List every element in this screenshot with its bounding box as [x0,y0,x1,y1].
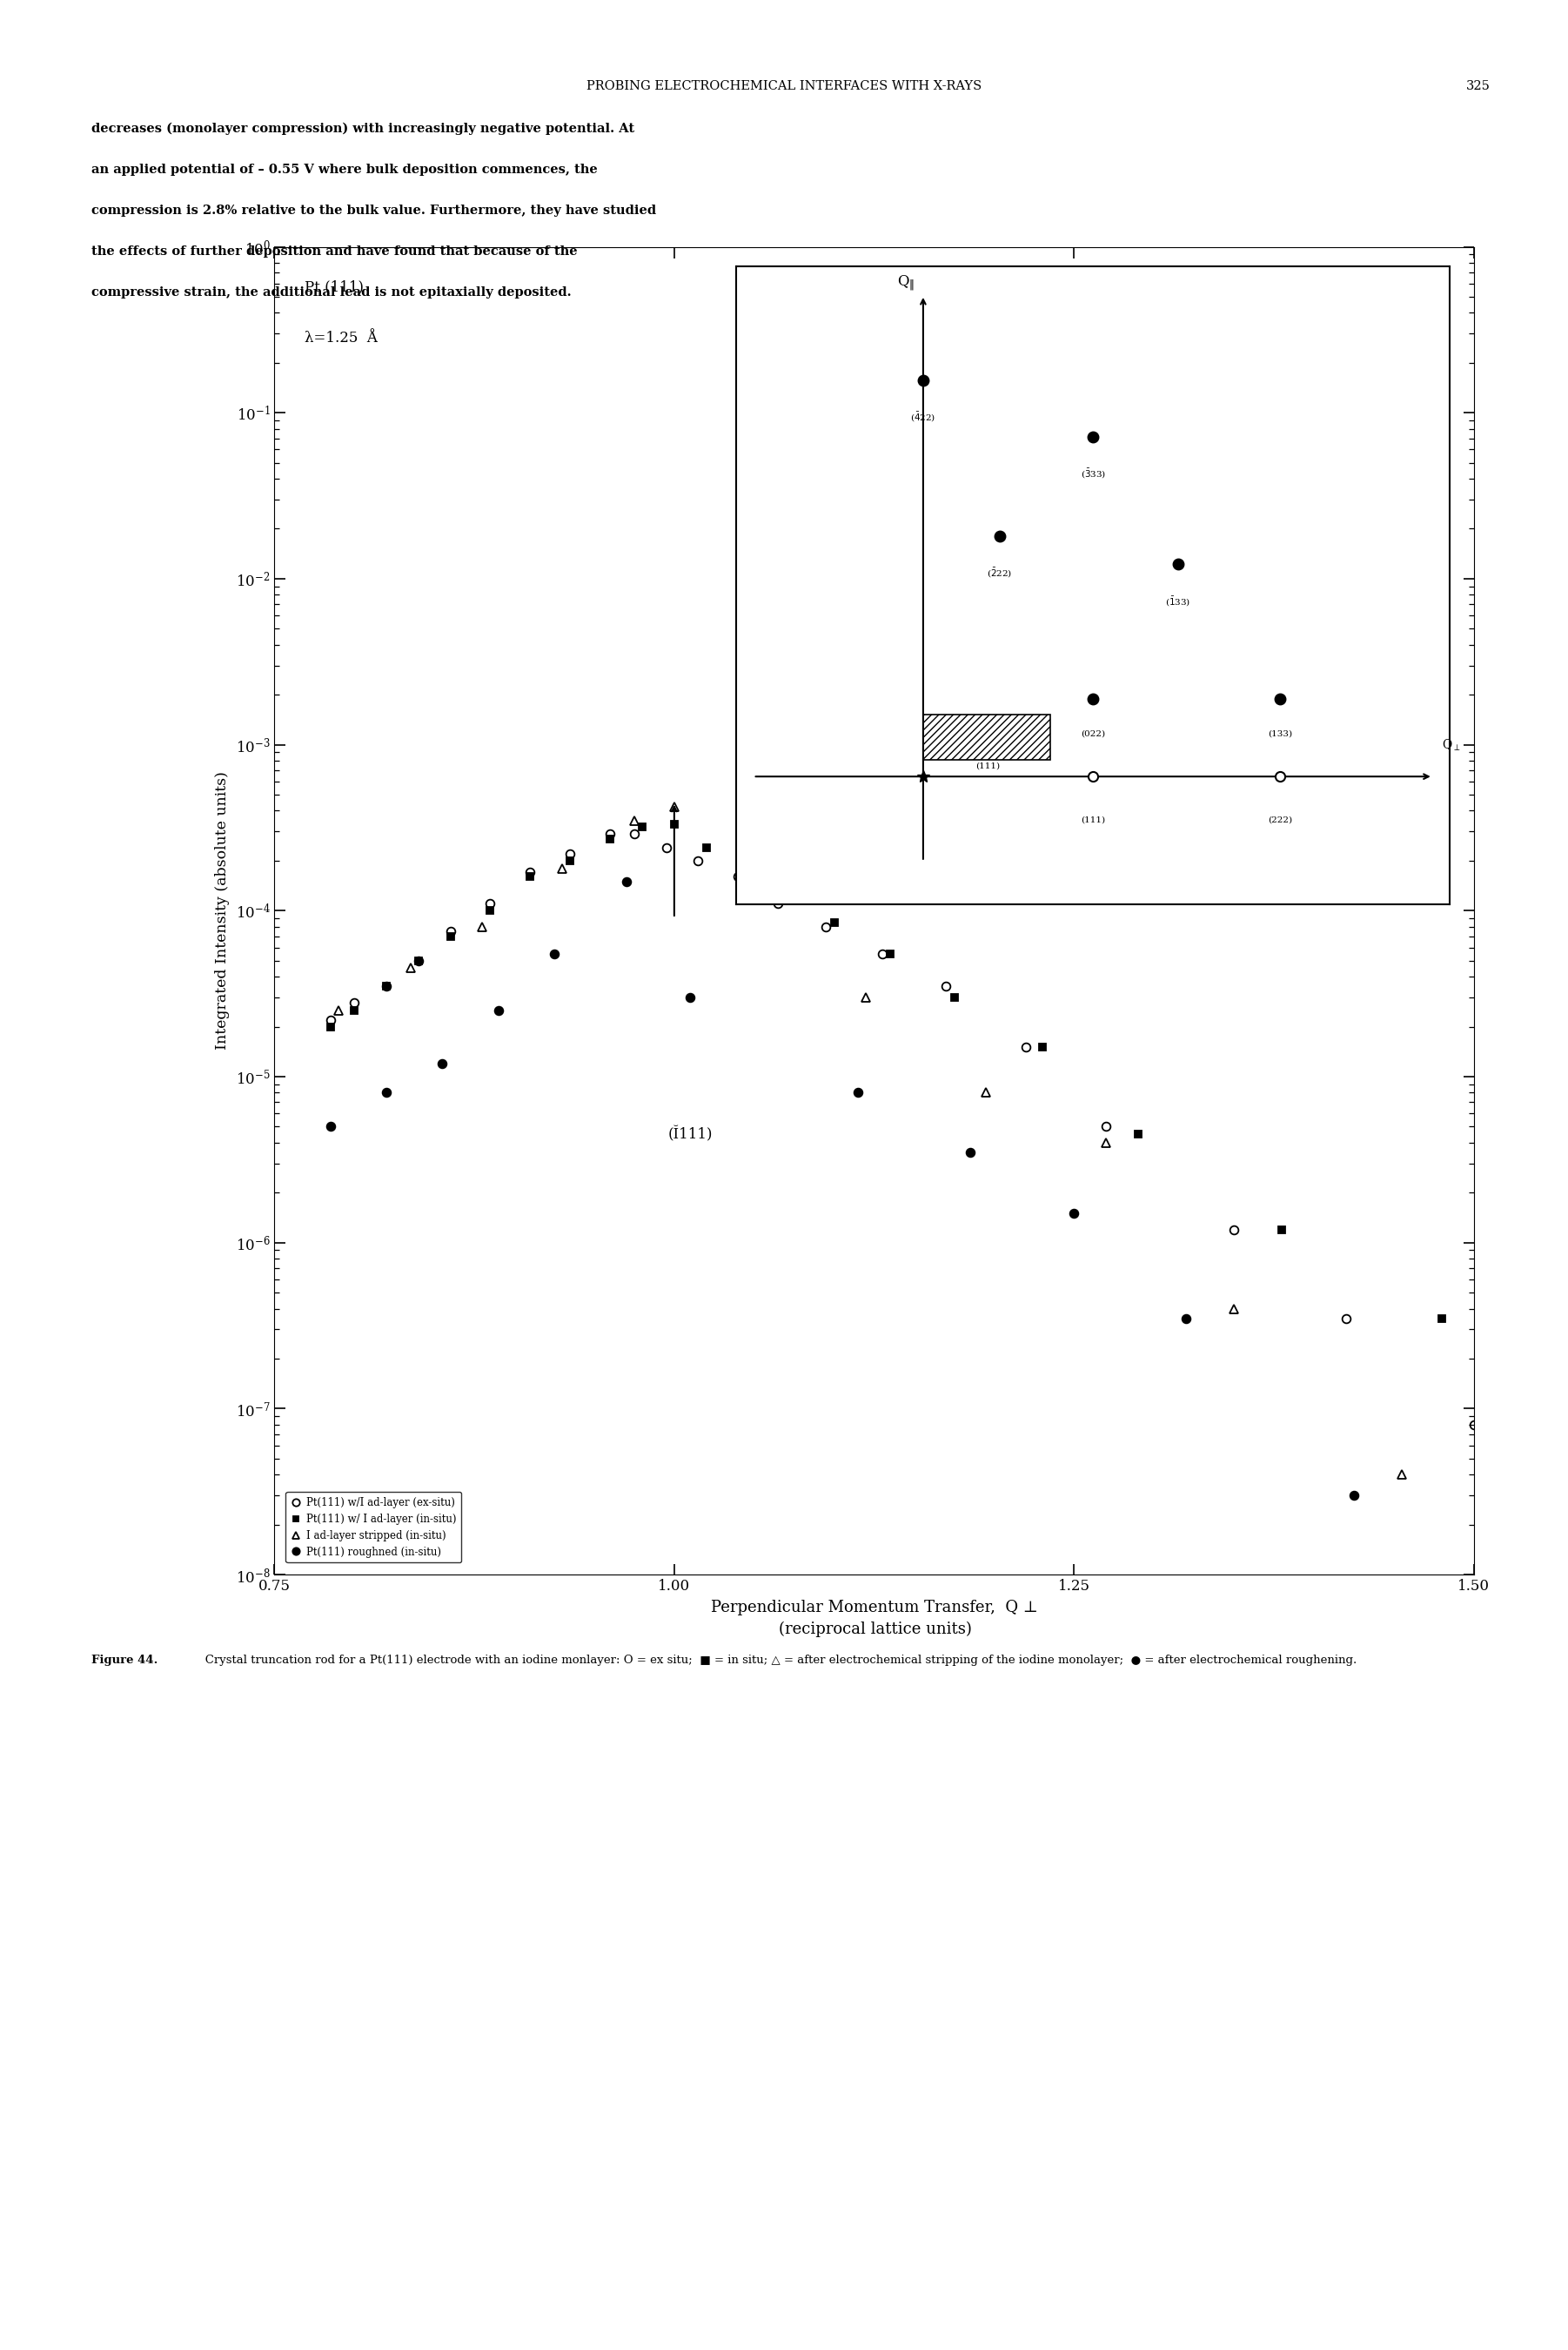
Text: compressive strain, the additional lead is not epitaxially deposited.: compressive strain, the additional lead … [91,287,571,298]
Legend: Pt(111) w/I ad-layer (ex-situ), Pt(111) w/ I ad-layer (in-situ), I ad-layer stri: Pt(111) w/I ad-layer (ex-situ), Pt(111) … [285,1492,461,1563]
Text: λ=1.25  Å: λ=1.25 Å [304,331,378,345]
Text: Crystal truncation rod for a Pt(111) electrode with an iodine monlayer: O = ex s: Crystal truncation rod for a Pt(111) ele… [194,1654,1358,1666]
Text: (Ĭ111): (Ĭ111) [668,1126,712,1142]
Y-axis label: Integrated Intensity (absolute units): Integrated Intensity (absolute units) [215,771,229,1050]
Text: PROBING ELECTROCHEMICAL INTERFACES WITH X-RAYS: PROBING ELECTROCHEMICAL INTERFACES WITH … [586,80,982,92]
Text: Pt (111): Pt (111) [304,280,364,294]
Text: the effects of further deposition and have found that because of the: the effects of further deposition and ha… [91,247,577,258]
Text: compression is 2.8% relative to the bulk value. Furthermore, they have studied: compression is 2.8% relative to the bulk… [91,204,655,216]
Text: 325: 325 [1466,80,1490,92]
Text: Figure 44.: Figure 44. [91,1654,157,1666]
Text: decreases (monolayer compression) with increasingly negative potential. At: decreases (monolayer compression) with i… [91,122,633,134]
Text: (reciprocal lattice units): (reciprocal lattice units) [778,1621,972,1638]
X-axis label: Perpendicular Momentum Transfer,  Q ⊥: Perpendicular Momentum Transfer, Q ⊥ [710,1600,1038,1614]
Text: an applied potential of – 0.55 V where bulk deposition commences, the: an applied potential of – 0.55 V where b… [91,165,597,176]
